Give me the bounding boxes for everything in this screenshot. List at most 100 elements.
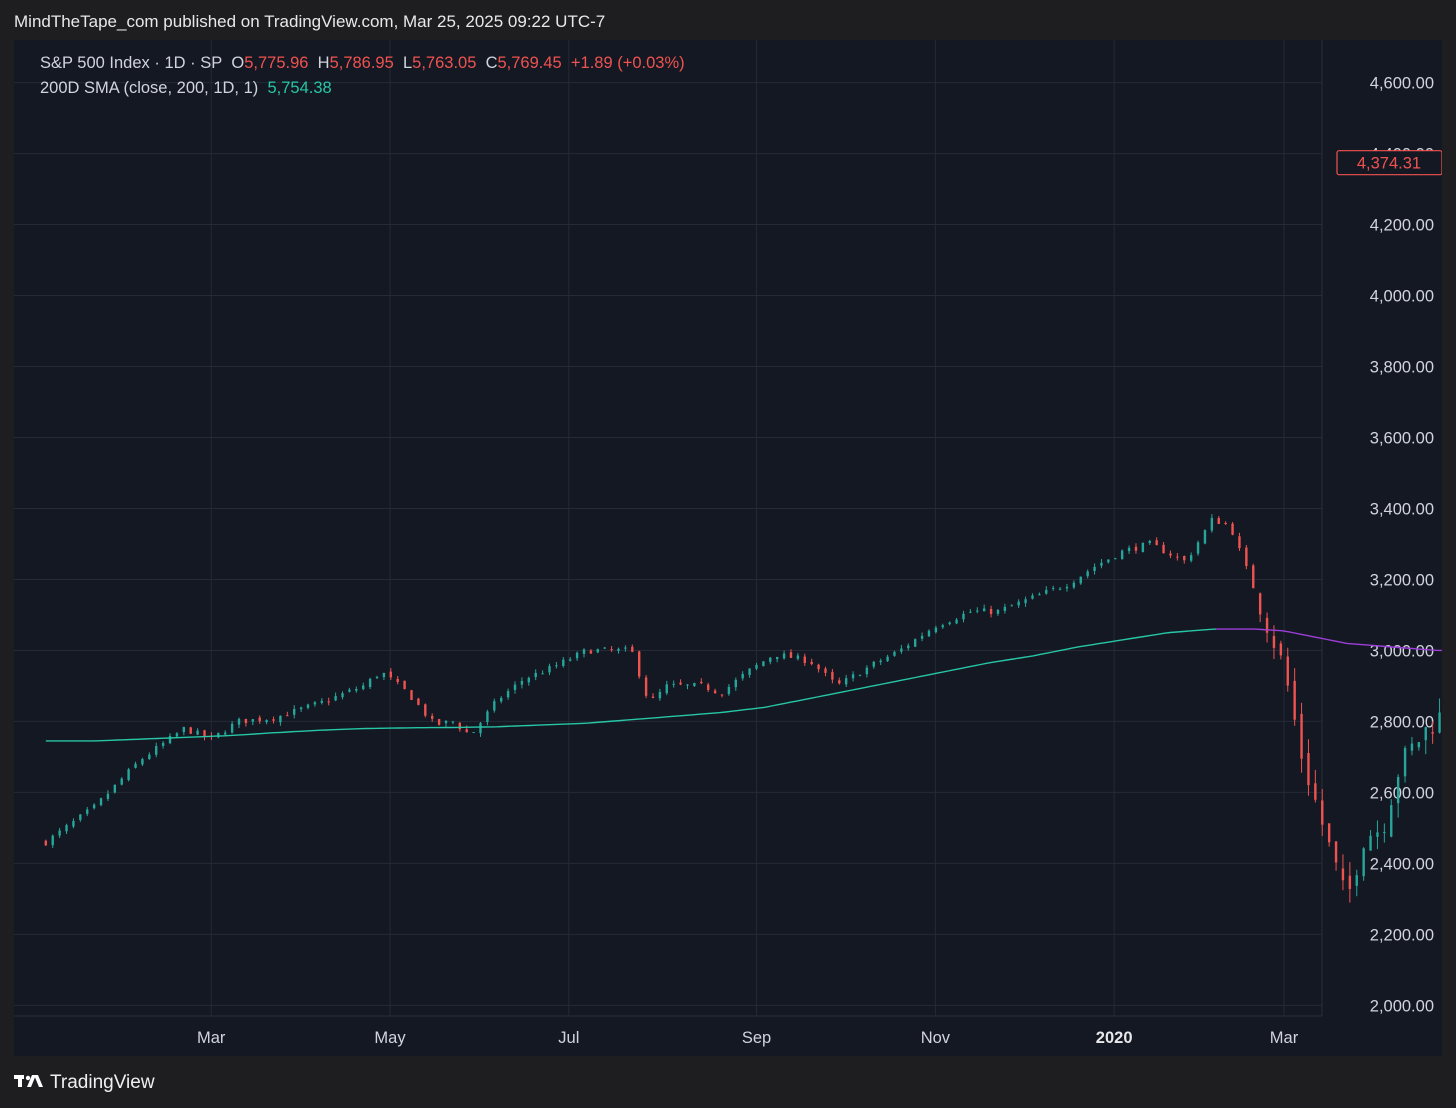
last-price-tag: 4,374.31: [1357, 155, 1421, 173]
candle-body: [92, 804, 96, 809]
chart-panel[interactable]: MarMayJulSepNov2020MarMayJulSepNov2021Ma…: [14, 40, 1442, 1056]
candle-body: [575, 652, 579, 659]
y-tick-label: 3,400.00: [1370, 500, 1434, 518]
candle-body: [982, 608, 986, 612]
candle-body: [155, 746, 158, 755]
candle-body: [734, 679, 737, 688]
candle-body: [1031, 595, 1034, 599]
candle-body: [362, 685, 365, 689]
candle-body: [534, 672, 537, 678]
candle-body: [1051, 587, 1055, 589]
candle-body: [1314, 783, 1317, 800]
candle-body: [1210, 517, 1214, 531]
y-tick-label: 4,000.00: [1370, 288, 1434, 306]
candle-body: [65, 825, 68, 832]
candle-body: [920, 635, 924, 639]
candle-body: [79, 814, 82, 820]
candle-body: [596, 649, 599, 653]
y-tick-label: 3,800.00: [1370, 359, 1434, 377]
candle-body: [472, 732, 475, 734]
candle-body: [782, 653, 786, 659]
candle-body: [1162, 544, 1165, 554]
candles: [44, 514, 1441, 903]
tradingview-logo-icon[interactable]: [14, 1073, 44, 1094]
candle-body: [513, 684, 517, 690]
candle-body: [1065, 586, 1069, 589]
candle-body: [1114, 558, 1117, 560]
candle-body: [838, 680, 841, 684]
candle-body: [86, 809, 89, 814]
candle-body: [803, 656, 806, 663]
candle-body: [368, 678, 372, 688]
candle-body: [713, 690, 717, 694]
candle-body: [334, 696, 337, 701]
candle-body: [1362, 848, 1365, 877]
candle-body: [1300, 713, 1303, 759]
candle-body: [382, 672, 386, 678]
candle-body: [1334, 841, 1338, 863]
candle-body: [1293, 680, 1296, 720]
candle-body: [1086, 571, 1089, 577]
x-tick-label: Nov: [921, 1029, 951, 1047]
candle-body: [1279, 643, 1283, 656]
candle-body: [679, 682, 682, 685]
candle-body: [1424, 727, 1427, 741]
candle-body: [1224, 522, 1227, 525]
candle-body: [1238, 536, 1241, 549]
candle-body: [1438, 712, 1441, 733]
candle-body: [617, 648, 620, 651]
candle-body: [693, 683, 696, 686]
sma-legend-label[interactable]: 200D SMA (close, 200, 1D, 1): [40, 79, 259, 97]
symbol-title[interactable]: S&P 500 Index · 1D · SP: [40, 54, 223, 72]
candle-body: [582, 649, 586, 654]
candle-body: [403, 680, 406, 689]
candle-body: [265, 720, 268, 723]
tradingview-brand[interactable]: TradingView: [50, 1072, 155, 1093]
y-tick-label: 3,000.00: [1370, 642, 1434, 660]
candle-body: [1045, 589, 1048, 594]
candle-body: [500, 698, 503, 702]
candle-body: [706, 684, 710, 690]
candle-body: [907, 645, 910, 649]
y-tick-label: 2,200.00: [1370, 926, 1434, 944]
candle-body: [237, 718, 241, 725]
candle-body: [327, 701, 330, 703]
candle-body: [230, 723, 234, 733]
candle-body: [700, 681, 703, 684]
candle-body: [431, 715, 434, 719]
candle-body: [817, 664, 820, 670]
candle-body: [879, 660, 882, 663]
candle-body: [996, 609, 1000, 614]
candlestick-chart[interactable]: MarMayJulSepNov2020MarMayJulSepNov2021Ma…: [14, 40, 1442, 1056]
change-value: +1.89 (+0.03%): [570, 54, 685, 72]
candle-body: [444, 720, 448, 724]
candle-body: [927, 630, 931, 637]
candle-body: [279, 715, 282, 723]
candle-body: [603, 647, 606, 649]
candle-body: [562, 659, 565, 666]
candle-body: [1390, 805, 1393, 837]
candle-body: [1286, 656, 1289, 686]
candle-body: [224, 732, 227, 735]
candle-body: [1189, 555, 1193, 561]
candle-body: [851, 674, 855, 679]
candle-body: [948, 622, 951, 625]
sma-legend-value: 5,754.38: [267, 79, 332, 97]
candle-body: [1307, 753, 1310, 786]
candle-body: [665, 684, 668, 694]
x-axis: MarMayJulSepNov2020MarMayJulSepNov2021Ma…: [197, 1029, 1299, 1047]
x-tick-label: May: [374, 1029, 406, 1047]
open-label: O: [231, 54, 245, 72]
candle-body: [969, 611, 972, 613]
low-label: L: [402, 54, 413, 72]
candle-body: [672, 683, 675, 685]
candle-body: [1272, 635, 1276, 648]
y-tick-label: 4,600.00: [1370, 75, 1434, 93]
candle-body: [493, 701, 496, 711]
close-value: 5,769.45: [497, 54, 562, 72]
candle-body: [644, 677, 648, 696]
candle-body: [810, 661, 813, 665]
ohlc-legend: S&P 500 Index · 1D · SP O5,775.96 H5,786…: [40, 54, 685, 73]
candle-body: [755, 664, 758, 669]
high-label: H: [317, 54, 330, 72]
